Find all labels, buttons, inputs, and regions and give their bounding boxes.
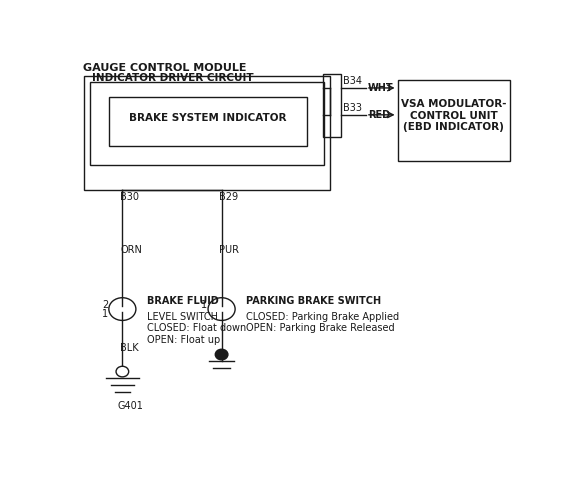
Text: BRAKE SYSTEM INDICATOR: BRAKE SYSTEM INDICATOR [129,113,287,123]
Text: ORN: ORN [120,245,142,255]
Bar [398,80,510,161]
Text: B30: B30 [120,191,139,202]
Bar [323,74,341,137]
Text: GAUGE CONTROL MODULE: GAUGE CONTROL MODULE [83,63,246,73]
Bar [109,97,307,146]
Text: PUR: PUR [219,245,239,255]
Text: 1: 1 [102,308,108,318]
Text: B33: B33 [343,103,363,113]
Text: 1: 1 [201,300,207,309]
Text: G401: G401 [118,401,144,411]
Text: PARKING BRAKE SWITCH: PARKING BRAKE SWITCH [246,296,382,306]
Text: CLOSED: Parking Brake Applied
OPEN: Parking Brake Released: CLOSED: Parking Brake Applied OPEN: Park… [246,312,399,333]
Bar [84,76,330,190]
Text: VSA MODULATOR-
CONTROL UNIT
(EBD INDICATOR): VSA MODULATOR- CONTROL UNIT (EBD INDICAT… [401,99,507,132]
Text: LEVEL SWITCH
CLOSED: Float down
OPEN: Float up: LEVEL SWITCH CLOSED: Float down OPEN: Fl… [147,312,246,345]
Text: B34: B34 [343,76,363,86]
Text: BRAKE FLUID: BRAKE FLUID [147,296,219,306]
Bar [90,82,324,165]
Text: WHT: WHT [368,83,394,93]
Text: BLK: BLK [120,343,139,353]
Circle shape [215,349,228,360]
Text: RED: RED [368,110,391,120]
Text: B29: B29 [219,191,239,202]
Text: INDICATOR DRIVER CIRCUIT: INDICATOR DRIVER CIRCUIT [92,72,253,83]
Text: 2: 2 [102,300,108,309]
